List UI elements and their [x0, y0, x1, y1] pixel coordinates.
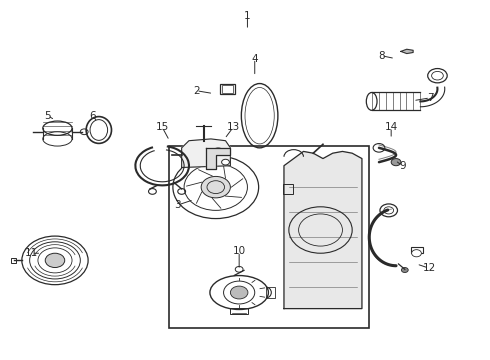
Text: 9: 9: [399, 161, 406, 171]
Text: 1: 1: [244, 11, 251, 21]
Bar: [411, 247, 423, 253]
Text: 15: 15: [155, 122, 169, 132]
Text: 3: 3: [174, 200, 181, 210]
Bar: [283, 184, 293, 194]
Bar: [11, 257, 16, 263]
Polygon shape: [284, 152, 362, 309]
Text: 14: 14: [385, 122, 398, 132]
Text: 11: 11: [25, 248, 38, 258]
Bar: [222, 85, 233, 93]
Text: 2: 2: [193, 86, 199, 96]
Bar: [220, 84, 235, 94]
Bar: [266, 287, 275, 298]
Circle shape: [391, 158, 401, 166]
Circle shape: [230, 286, 248, 299]
Text: 12: 12: [422, 263, 436, 273]
Circle shape: [45, 253, 65, 267]
Circle shape: [401, 267, 408, 273]
Text: 7: 7: [427, 93, 434, 103]
Circle shape: [201, 176, 230, 198]
Circle shape: [412, 249, 421, 257]
Text: 6: 6: [90, 111, 97, 121]
Polygon shape: [401, 49, 413, 54]
Circle shape: [221, 159, 229, 165]
Text: 4: 4: [251, 54, 258, 64]
Polygon shape: [206, 148, 230, 169]
Polygon shape: [182, 139, 230, 167]
Text: 13: 13: [227, 122, 240, 132]
Text: 8: 8: [378, 51, 385, 61]
Text: 10: 10: [233, 247, 245, 256]
Text: 5: 5: [45, 111, 51, 121]
Circle shape: [213, 148, 223, 155]
Bar: [170, 146, 369, 328]
Bar: [230, 307, 248, 314]
